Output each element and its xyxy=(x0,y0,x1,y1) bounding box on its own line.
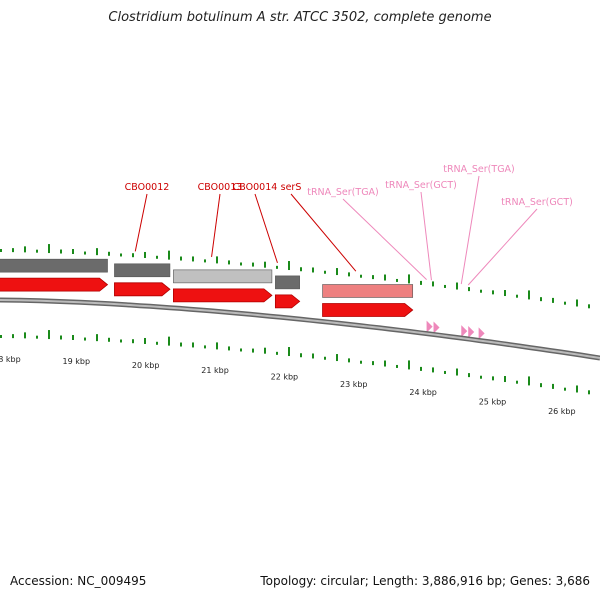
kbp-label: 20 kbp xyxy=(132,361,160,370)
gene-box[interactable] xyxy=(114,263,171,278)
kbp-label: 22 kbp xyxy=(271,373,299,382)
kbp-label: 26 kbp xyxy=(548,407,576,416)
accession-label: Accession: NC_009495 xyxy=(10,574,147,588)
gene-box[interactable] xyxy=(173,269,273,284)
gene-box[interactable] xyxy=(0,258,108,273)
gene-label[interactable]: tRNA_Ser(GCT) xyxy=(385,180,457,191)
gene-track-cds xyxy=(0,277,414,317)
gene-label[interactable]: CBO0012 xyxy=(125,182,170,193)
gene-box[interactable] xyxy=(275,275,300,290)
gc-ticks-upper xyxy=(0,244,590,309)
trna-track xyxy=(426,320,485,340)
callout-line xyxy=(290,193,357,272)
genome-stats: Topology: circular; Length: 3,886,916 bp… xyxy=(260,574,590,588)
cds-arrow[interactable] xyxy=(274,294,301,309)
gene-label[interactable]: serS xyxy=(281,182,302,193)
trna-marker[interactable] xyxy=(478,327,485,340)
callout-line xyxy=(420,191,432,281)
gc-ticks-lower xyxy=(0,330,590,395)
backbone-line xyxy=(0,297,600,361)
callout-line xyxy=(254,193,278,264)
trna-marker[interactable] xyxy=(426,320,433,333)
kbp-label: 21 kbp xyxy=(201,366,229,375)
callout-line xyxy=(467,208,538,286)
trna-marker[interactable] xyxy=(433,321,440,334)
gene-label[interactable]: tRNA_Ser(TGA) xyxy=(307,187,379,198)
kbp-scale: 18 kbp 19 kbp 20 kbp 21 kbp 22 kbp 23 kbp 24 k… xyxy=(0,355,576,416)
gene-label[interactable]: CBO0014 xyxy=(233,182,278,193)
gene-track-gray xyxy=(0,258,414,298)
gene-label[interactable]: tRNA_Ser(GCT) xyxy=(501,197,573,208)
callout-line xyxy=(342,198,427,280)
kbp-label: 23 kbp xyxy=(340,380,368,389)
kbp-label: 25 kbp xyxy=(479,397,507,406)
kbp-label: 18 kbp xyxy=(0,355,21,364)
callout-line xyxy=(211,193,221,258)
cds-arrow[interactable] xyxy=(322,303,414,317)
kbp-label: 24 kbp xyxy=(409,388,437,397)
callout-line xyxy=(460,175,480,285)
callout-line xyxy=(134,193,148,252)
gene-label[interactable]: tRNA_Ser(TGA) xyxy=(443,164,515,175)
trna-marker[interactable] xyxy=(461,325,468,338)
gene-label[interactable]: CBO0013 xyxy=(198,182,243,193)
genome-title: Clostridium botulinum A str. ATCC 3502, … xyxy=(108,10,492,25)
cds-arrow[interactable] xyxy=(114,282,171,297)
kbp-label: 19 kbp xyxy=(63,357,91,366)
cds-arrow[interactable] xyxy=(173,288,273,303)
genome-backbone xyxy=(0,297,600,361)
backbone-highlight xyxy=(0,299,600,359)
gene-box[interactable] xyxy=(322,284,414,298)
cds-arrow[interactable] xyxy=(0,277,109,292)
trna-marker[interactable] xyxy=(468,326,475,339)
